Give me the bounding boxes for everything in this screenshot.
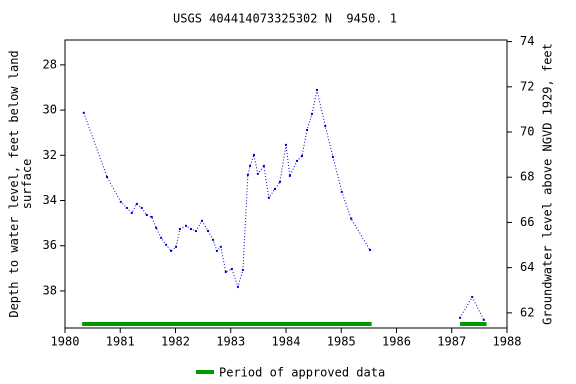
data-point xyxy=(350,217,353,220)
data-point xyxy=(285,143,287,146)
series-line xyxy=(83,89,485,321)
y2-tick-label: 70 xyxy=(520,125,534,139)
y-tick-label: 30 xyxy=(43,103,57,117)
x-tick-label: 1982 xyxy=(161,335,190,349)
data-point xyxy=(135,202,138,205)
data-point xyxy=(301,154,304,157)
data-point xyxy=(140,206,143,209)
data-point xyxy=(246,173,249,176)
data-point xyxy=(471,296,474,299)
y-tick-label: 32 xyxy=(43,148,57,162)
y2-tick-label: 72 xyxy=(520,79,534,93)
data-point xyxy=(310,112,313,115)
data-point xyxy=(212,238,215,241)
data-point xyxy=(267,196,270,199)
data-point xyxy=(155,226,158,229)
x-tick-label: 1983 xyxy=(216,335,245,349)
data-point xyxy=(230,267,233,270)
data-point xyxy=(207,230,210,233)
data-point xyxy=(178,227,181,230)
data-point xyxy=(256,172,259,175)
y-tick-label: 38 xyxy=(43,283,57,297)
data-point xyxy=(105,175,108,178)
data-point xyxy=(315,88,318,91)
y2-tick-label: 64 xyxy=(520,260,534,274)
data-point xyxy=(278,180,281,183)
x-tick-label: 1980 xyxy=(51,335,80,349)
x-tick-label: 1988 xyxy=(493,335,522,349)
data-point xyxy=(130,211,133,214)
plot-frame xyxy=(64,39,508,329)
legend-label: Period of approved data xyxy=(219,366,385,380)
y-axis-label: Depth to water level, feet below landsur… xyxy=(7,50,34,317)
data-point xyxy=(215,249,218,252)
data-point xyxy=(160,236,163,239)
data-point xyxy=(340,190,343,193)
data-point xyxy=(219,245,222,248)
y-tick-label: 28 xyxy=(43,57,57,71)
y-axis-label-line: surface xyxy=(20,159,34,210)
x-tick-label: 1987 xyxy=(437,335,466,349)
data-point xyxy=(273,187,276,190)
data-point xyxy=(288,174,291,177)
y2-axis-label: Groundwater level above NGVD 1929, feet xyxy=(541,43,555,325)
data-point xyxy=(331,155,334,158)
chart-title: USGS 404414073325302 N 9450. 1 xyxy=(173,12,397,26)
y-tick-label: 36 xyxy=(43,238,57,252)
data-point xyxy=(262,164,265,167)
data-point xyxy=(170,249,173,252)
data-point xyxy=(165,243,168,246)
approved-period-bar xyxy=(460,322,487,326)
y2-tick-label: 74 xyxy=(520,34,534,48)
data-point xyxy=(252,153,255,156)
data-point xyxy=(145,213,148,216)
data-point xyxy=(224,270,227,273)
data-point xyxy=(368,249,371,252)
y2-tick-label: 68 xyxy=(520,170,534,184)
data-point xyxy=(482,318,485,321)
data-point xyxy=(241,268,244,271)
y-axis-label-line: Depth to water level, feet below land xyxy=(7,50,21,317)
x-tick-label: 1985 xyxy=(327,335,356,349)
approved-period-bar xyxy=(82,322,372,326)
data-point xyxy=(175,245,178,248)
y2-tick-label: 66 xyxy=(520,215,534,229)
y2-tick-label: 62 xyxy=(520,305,534,319)
data-point xyxy=(82,111,85,114)
data-point xyxy=(184,224,187,227)
data-point xyxy=(150,216,153,219)
data-point xyxy=(119,200,122,203)
data-point xyxy=(249,164,252,167)
x-tick-label: 1986 xyxy=(382,335,411,349)
data-point xyxy=(236,285,239,288)
data-point xyxy=(201,219,204,222)
data-point xyxy=(194,230,197,233)
data-point xyxy=(189,227,192,230)
y-tick-label: 34 xyxy=(43,193,57,207)
legend-swatch xyxy=(196,370,214,374)
data-point xyxy=(459,316,462,319)
data-point xyxy=(305,128,308,131)
x-tick-label: 1981 xyxy=(106,335,135,349)
data-point xyxy=(324,124,327,127)
x-tick-label: 1984 xyxy=(272,335,301,349)
data-point xyxy=(125,206,128,209)
data-point xyxy=(296,159,299,162)
